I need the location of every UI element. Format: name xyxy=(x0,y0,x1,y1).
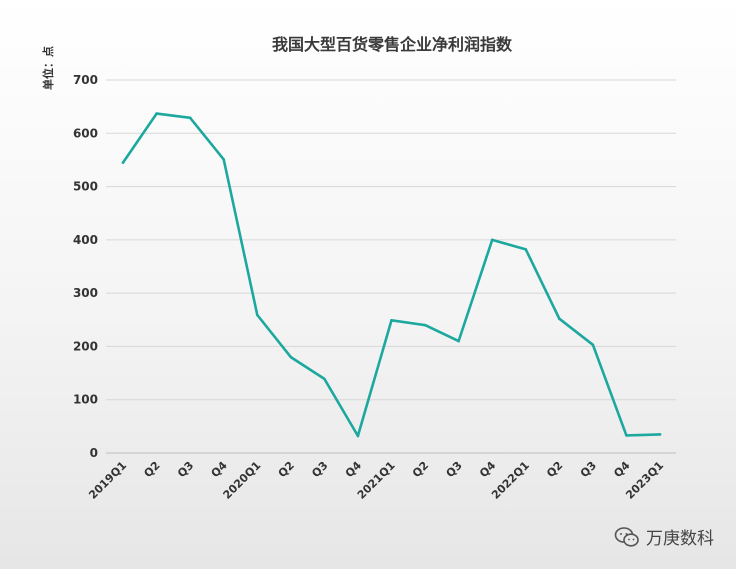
y-axis-ticks: 0 100 200 300 400 500 600 700 xyxy=(73,73,98,460)
x-tick-label: Q2 xyxy=(276,459,297,480)
wechat-icon xyxy=(614,526,639,547)
y-tick-label: 200 xyxy=(73,339,98,353)
x-tick-label: Q2 xyxy=(544,459,565,480)
data-point xyxy=(356,434,360,438)
x-tick-label: Q3 xyxy=(444,459,465,480)
x-tick-label: 2019Q1 xyxy=(86,459,129,502)
data-point xyxy=(255,313,259,317)
y-tick-label: 600 xyxy=(73,126,98,140)
x-tick-label: Q3 xyxy=(309,459,330,480)
y-tick-label: 700 xyxy=(73,73,98,87)
y-unit-label: 单位：点 xyxy=(41,46,55,90)
x-tick-label: Q2 xyxy=(141,459,162,480)
data-point xyxy=(121,161,125,164)
data-point xyxy=(390,319,393,322)
y-tick-label: 300 xyxy=(73,286,98,300)
data-point xyxy=(188,116,192,120)
x-tick-label: Q3 xyxy=(175,459,196,480)
data-point xyxy=(490,238,494,242)
watermark-text: 万庚数科 xyxy=(646,529,714,549)
x-tick-label: Q4 xyxy=(209,459,230,480)
x-tick-label: Q2 xyxy=(410,459,431,480)
y-tick-label: 100 xyxy=(73,393,98,407)
y-tick-label: 500 xyxy=(73,180,98,194)
y-tick-label: 400 xyxy=(73,233,98,247)
data-point xyxy=(558,317,561,321)
x-tick-label: Q4 xyxy=(611,459,632,480)
data-point xyxy=(658,433,662,436)
data-point xyxy=(524,248,528,251)
x-tick-label: Q4 xyxy=(477,459,498,480)
gridlines xyxy=(106,79,676,454)
chart-title: 我国大型百货零售企业净利润指数 xyxy=(272,35,513,54)
data-point xyxy=(222,158,225,161)
x-tick-label: Q3 xyxy=(578,459,599,480)
y-tick-label: 0 xyxy=(90,446,98,460)
series-line-0 xyxy=(121,112,662,438)
data-point xyxy=(457,339,460,343)
watermark: 万庚数科 xyxy=(614,524,714,549)
data-point xyxy=(289,355,293,359)
data-point xyxy=(625,434,628,437)
x-tick-label: Q4 xyxy=(343,459,364,480)
series-layer xyxy=(121,112,662,438)
data-point xyxy=(591,343,595,347)
data-point xyxy=(323,377,326,381)
data-point xyxy=(423,323,427,327)
data-point xyxy=(155,112,158,115)
